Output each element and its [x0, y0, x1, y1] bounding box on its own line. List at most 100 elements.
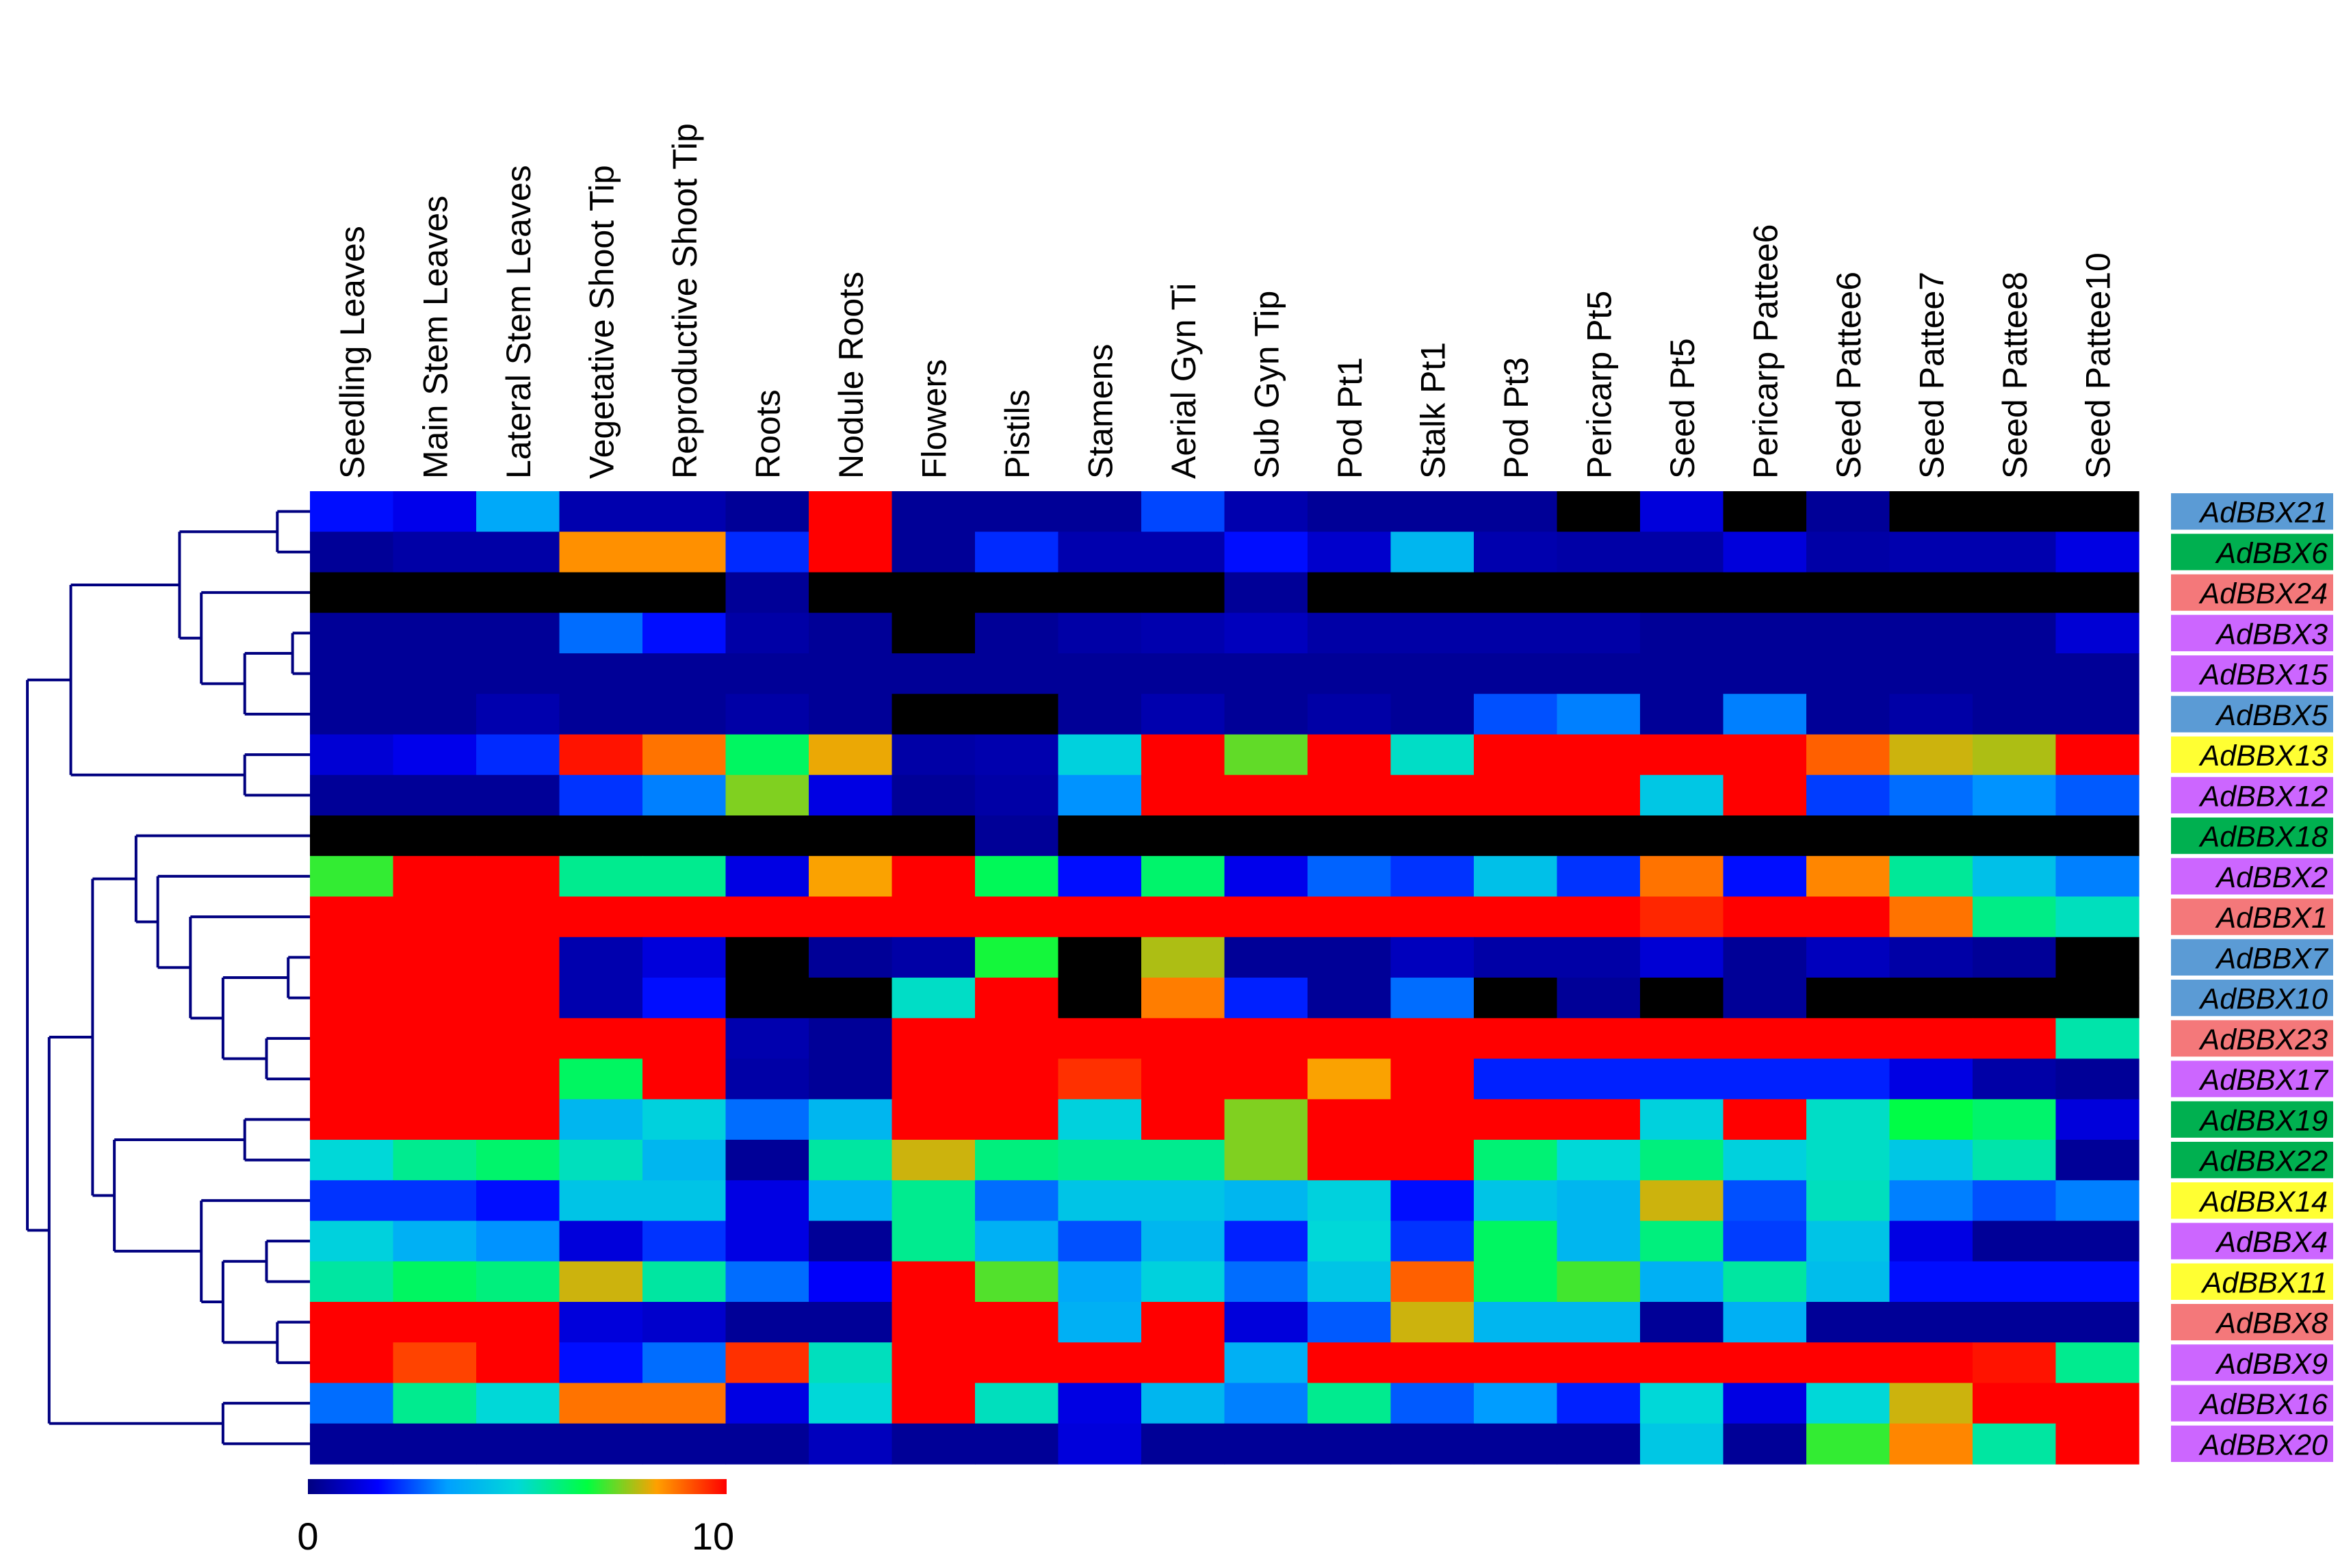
heatmap-cell: [1474, 1180, 1558, 1222]
heatmap-cell: [1723, 815, 1807, 857]
column-label: Pod Pt3: [1497, 357, 1535, 479]
heatmap-cell: [1308, 1342, 1392, 1384]
column-label: Reproductive Shoot Tip: [666, 123, 704, 479]
heatmap-cell: [2055, 1261, 2140, 1303]
heatmap-cell: [1390, 694, 1474, 735]
heatmap-cell: [1308, 1140, 1392, 1181]
heatmap-cell: [892, 1342, 976, 1384]
heatmap-cell: [1557, 1302, 1641, 1343]
heatmap-cell: [1141, 1220, 1225, 1262]
heatmap-cell: [975, 694, 1059, 735]
heatmap-cell: [975, 1018, 1059, 1060]
heatmap-cell: [892, 532, 976, 573]
heatmap-cell: [1640, 1383, 1724, 1424]
heatmap-cell: [2055, 694, 2140, 735]
heatmap-cell: [559, 1140, 643, 1181]
heatmap-cell: [2055, 491, 2140, 532]
heatmap-cell: [1723, 1383, 1807, 1424]
heatmap-cell: [1474, 856, 1558, 898]
heatmap-cell: [559, 774, 643, 816]
heatmap-cell: [393, 491, 477, 532]
heatmap-cell: [1474, 1018, 1558, 1060]
heatmap-cell: [1806, 815, 1890, 857]
row-label-background: [2171, 1142, 2333, 1179]
heatmap-cell: [1224, 774, 1308, 816]
heatmap-cell: [1390, 1140, 1474, 1181]
heatmap-cell: [1474, 653, 1558, 694]
heatmap-cell: [725, 491, 809, 532]
heatmap-cell: [1806, 1302, 1890, 1343]
column-label: Seedling Leaves: [333, 226, 372, 479]
heatmap-cell: [809, 491, 893, 532]
heatmap-cell: [1224, 1261, 1308, 1303]
heatmap-cell: [393, 1342, 477, 1384]
heatmap-cell: [310, 694, 394, 735]
heatmap-cell: [1557, 694, 1641, 735]
heatmap-cell: [975, 978, 1059, 1019]
heatmap-cell: [1058, 856, 1142, 898]
heatmap-cell: [393, 896, 477, 938]
heatmap-cell: [1806, 1342, 1890, 1384]
row-label: AdBBX11: [2200, 1266, 2328, 1299]
heatmap-cell: [1308, 734, 1392, 776]
heatmap-cell: [1806, 937, 1890, 978]
heatmap-cell: [725, 1018, 809, 1060]
heatmap-cell: [1889, 1383, 1973, 1424]
heatmap-cell: [1723, 491, 1807, 532]
heatmap-cell: [725, 1140, 809, 1181]
heatmap-cell: [1723, 1099, 1807, 1140]
heatmap-cell: [393, 978, 477, 1019]
heatmap-cell: [1889, 978, 1973, 1019]
heatmap-cell: [1058, 1342, 1142, 1384]
heatmap-cell: [1390, 1302, 1474, 1343]
heatmap-cell: [1640, 774, 1724, 816]
heatmap-cell: [310, 774, 394, 816]
row-label: AdBBX13: [2198, 740, 2328, 772]
heatmap-cell: [725, 774, 809, 816]
heatmap-cell: [1474, 774, 1558, 816]
row-label-background: [2171, 818, 2333, 854]
heatmap-cell: [559, 937, 643, 978]
heatmap-cell: [559, 1058, 643, 1100]
row-label-background: [2171, 1425, 2333, 1462]
heatmap-cell: [809, 653, 893, 694]
heatmap-cell: [2055, 1383, 2140, 1424]
heatmap-cell: [725, 1099, 809, 1140]
heatmap-cell: [1723, 734, 1807, 776]
heatmap-cell: [1640, 1423, 1724, 1465]
heatmap-cell: [1640, 491, 1724, 532]
heatmap-cell: [310, 856, 394, 898]
heatmap-cell: [559, 1383, 643, 1424]
heatmap-cell: [1640, 1099, 1724, 1140]
heatmap-cell: [1973, 1342, 2057, 1384]
heatmap-cell: [1141, 896, 1225, 938]
column-label: Pericarp Pt5: [1580, 291, 1618, 479]
heatmap-cell: [559, 978, 643, 1019]
heatmap-cell: [1806, 774, 1890, 816]
heatmap-cell: [1308, 491, 1392, 532]
heatmap-cell: [1806, 978, 1890, 1019]
heatmap-cell: [1806, 856, 1890, 898]
heatmap-cell: [559, 572, 643, 614]
heatmap-cell: [725, 612, 809, 654]
heatmap-cell: [1390, 1342, 1474, 1384]
row-label: AdBBX23: [2198, 1023, 2328, 1056]
heatmap-cell: [1557, 491, 1641, 532]
color-scale-max-label: 10: [692, 1515, 734, 1558]
heatmap-cell: [725, 815, 809, 857]
heatmap-cell: [809, 694, 893, 735]
heatmap-cell: [1141, 774, 1225, 816]
heatmap-cell: [892, 1018, 976, 1060]
heatmap-cell: [393, 1180, 477, 1222]
heatmap-cell: [1141, 1140, 1225, 1181]
heatmap-cell: [642, 1099, 727, 1140]
heatmap-cell: [1640, 856, 1724, 898]
heatmap-cell: [1889, 1180, 1973, 1222]
heatmap-cell: [2055, 572, 2140, 614]
row-label: AdBBX22: [2198, 1145, 2328, 1178]
heatmap-cell: [1390, 774, 1474, 816]
heatmap-cell: [642, 937, 727, 978]
heatmap-cell: [1390, 1383, 1474, 1424]
heatmap-cell: [809, 532, 893, 573]
heatmap-cell: [1973, 572, 2057, 614]
